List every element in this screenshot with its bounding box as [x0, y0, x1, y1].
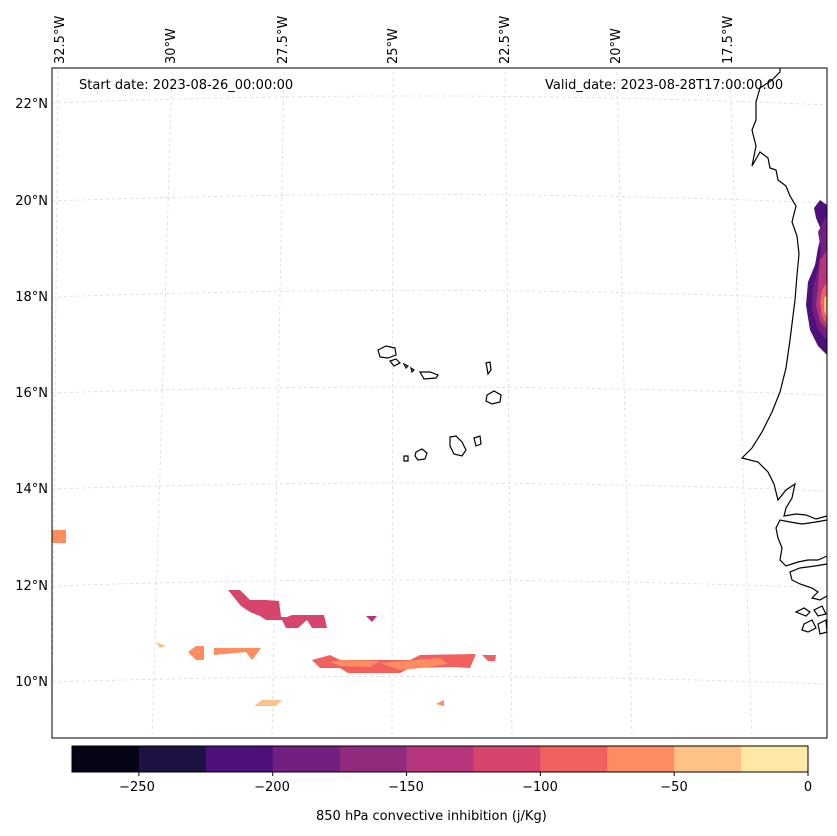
cin-area-small [366, 616, 377, 622]
lat-label-18n: 18°N [15, 290, 48, 305]
gambia-senegal-coast [775, 519, 828, 567]
cin-area-southwest [228, 590, 327, 628]
lat-label-14n: 14°N [15, 482, 48, 497]
lon-label-17-5w: 17.5°W [721, 15, 736, 64]
cin-area-south-band-light-2 [380, 658, 448, 670]
colorbar-segment [138, 746, 207, 772]
colorbar-tick-label: −50 [660, 780, 688, 795]
lat-label-22n: 22°N [15, 97, 48, 112]
guinea-coast [789, 563, 828, 601]
colorbar-title: 850 hPa convective inhibition (j/Kg) [316, 809, 547, 824]
lon-label-25w: 25°W [386, 28, 401, 64]
colorbar-segment [473, 746, 541, 772]
colorbar [71, 745, 809, 776]
colorbar-segment [272, 746, 341, 772]
colorbar-segment [674, 746, 742, 772]
lat-label-12n: 12°N [15, 579, 48, 594]
lat-label-20n: 20°N [15, 194, 48, 209]
colorbar-segment [72, 746, 140, 772]
colorbar-segment [406, 746, 474, 772]
colorbar-tick-label: −200 [254, 780, 290, 795]
cin-contours [52, 200, 827, 706]
lat-label-10n: 10°N [15, 675, 48, 690]
colorbar-segment [540, 746, 608, 772]
parallel-gridlines [51, 95, 828, 685]
cin-area-streak [214, 648, 261, 660]
cin-area-east-edge-5 [824, 295, 827, 318]
map-background [52, 68, 827, 738]
cin-area-dot-2 [188, 646, 204, 660]
cape-verde-islands [377, 345, 502, 462]
cin-area-dot-4 [254, 700, 282, 706]
colorbar-frame [71, 745, 809, 773]
colorbar-segment [339, 746, 408, 772]
cin-area-west-edge [52, 530, 66, 543]
cin-area-south-band-light [330, 660, 380, 667]
colorbar-tick-label: −150 [388, 780, 424, 795]
africa-coastline [740, 68, 828, 520]
valid-date-label: Valid_date: 2023-08-28T17:00:00.00 [545, 78, 784, 93]
lon-label-27-5w: 27.5°W [276, 15, 291, 64]
colorbar-tick-label: −100 [522, 780, 558, 795]
lon-label-20w: 20°W [609, 28, 624, 64]
start-date-label: Start date: 2023-08-26_00:00:00 [79, 78, 294, 93]
cin-area-dot-3 [482, 655, 496, 661]
colorbar-segment [741, 746, 809, 772]
colorbar-segment [205, 746, 274, 772]
colorbar-segment [607, 746, 675, 772]
lon-label-30w: 30°W [164, 28, 179, 64]
cin-area-dot-5 [436, 700, 444, 706]
lon-label-32-5w: 32.5°W [53, 15, 68, 64]
map-panel [51, 67, 828, 739]
colorbar-tick-label: 0 [803, 780, 813, 795]
cin-area-dot-1 [156, 642, 166, 648]
lon-label-22-5w: 22.5°W [498, 15, 513, 64]
cin-area-east-edge-4 [820, 282, 827, 325]
lat-label-16n: 16°N [15, 386, 48, 401]
map-frame [51, 67, 828, 739]
guinea-bissau-islands [794, 605, 828, 635]
colorbar-tick-label: −250 [119, 780, 155, 795]
